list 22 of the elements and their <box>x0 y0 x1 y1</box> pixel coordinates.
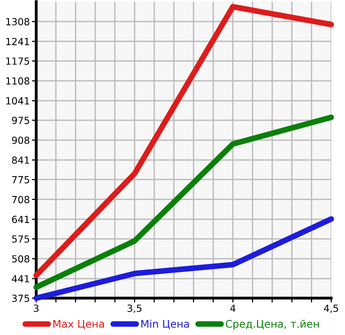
y-tick-label: 1308 <box>6 18 30 26</box>
y-tick-label: 841 <box>12 156 30 164</box>
y-tick-label: 1041 <box>6 97 30 105</box>
y-tick-label: 441 <box>12 275 30 282</box>
x-tick-label: 3,5 <box>128 304 142 313</box>
y-tick-label: 1108 <box>6 77 30 85</box>
y-tick-label: 375 <box>12 294 30 302</box>
y-tick-label: 641 <box>12 216 30 224</box>
y-tick-label: 575 <box>12 235 30 243</box>
y-tick-label: 508 <box>12 255 30 263</box>
x-tick-label: 4 <box>230 304 236 312</box>
y-tick-label: 1175 <box>6 58 30 65</box>
y-tick-label: 708 <box>12 196 30 204</box>
y-tick-label: 775 <box>12 176 30 184</box>
legend-label: Max Цена <box>53 320 104 330</box>
y-tick-label: 1241 <box>6 38 30 46</box>
legend-label: Min Цена <box>141 320 189 330</box>
x-tick-label: 4,5 <box>324 304 338 313</box>
y-tick-label: 975 <box>12 116 30 124</box>
legend-label: Сред.Цена, т.йен <box>226 320 319 330</box>
y-tick-label: 908 <box>12 136 30 144</box>
x-tick-label: 3 <box>34 304 39 312</box>
